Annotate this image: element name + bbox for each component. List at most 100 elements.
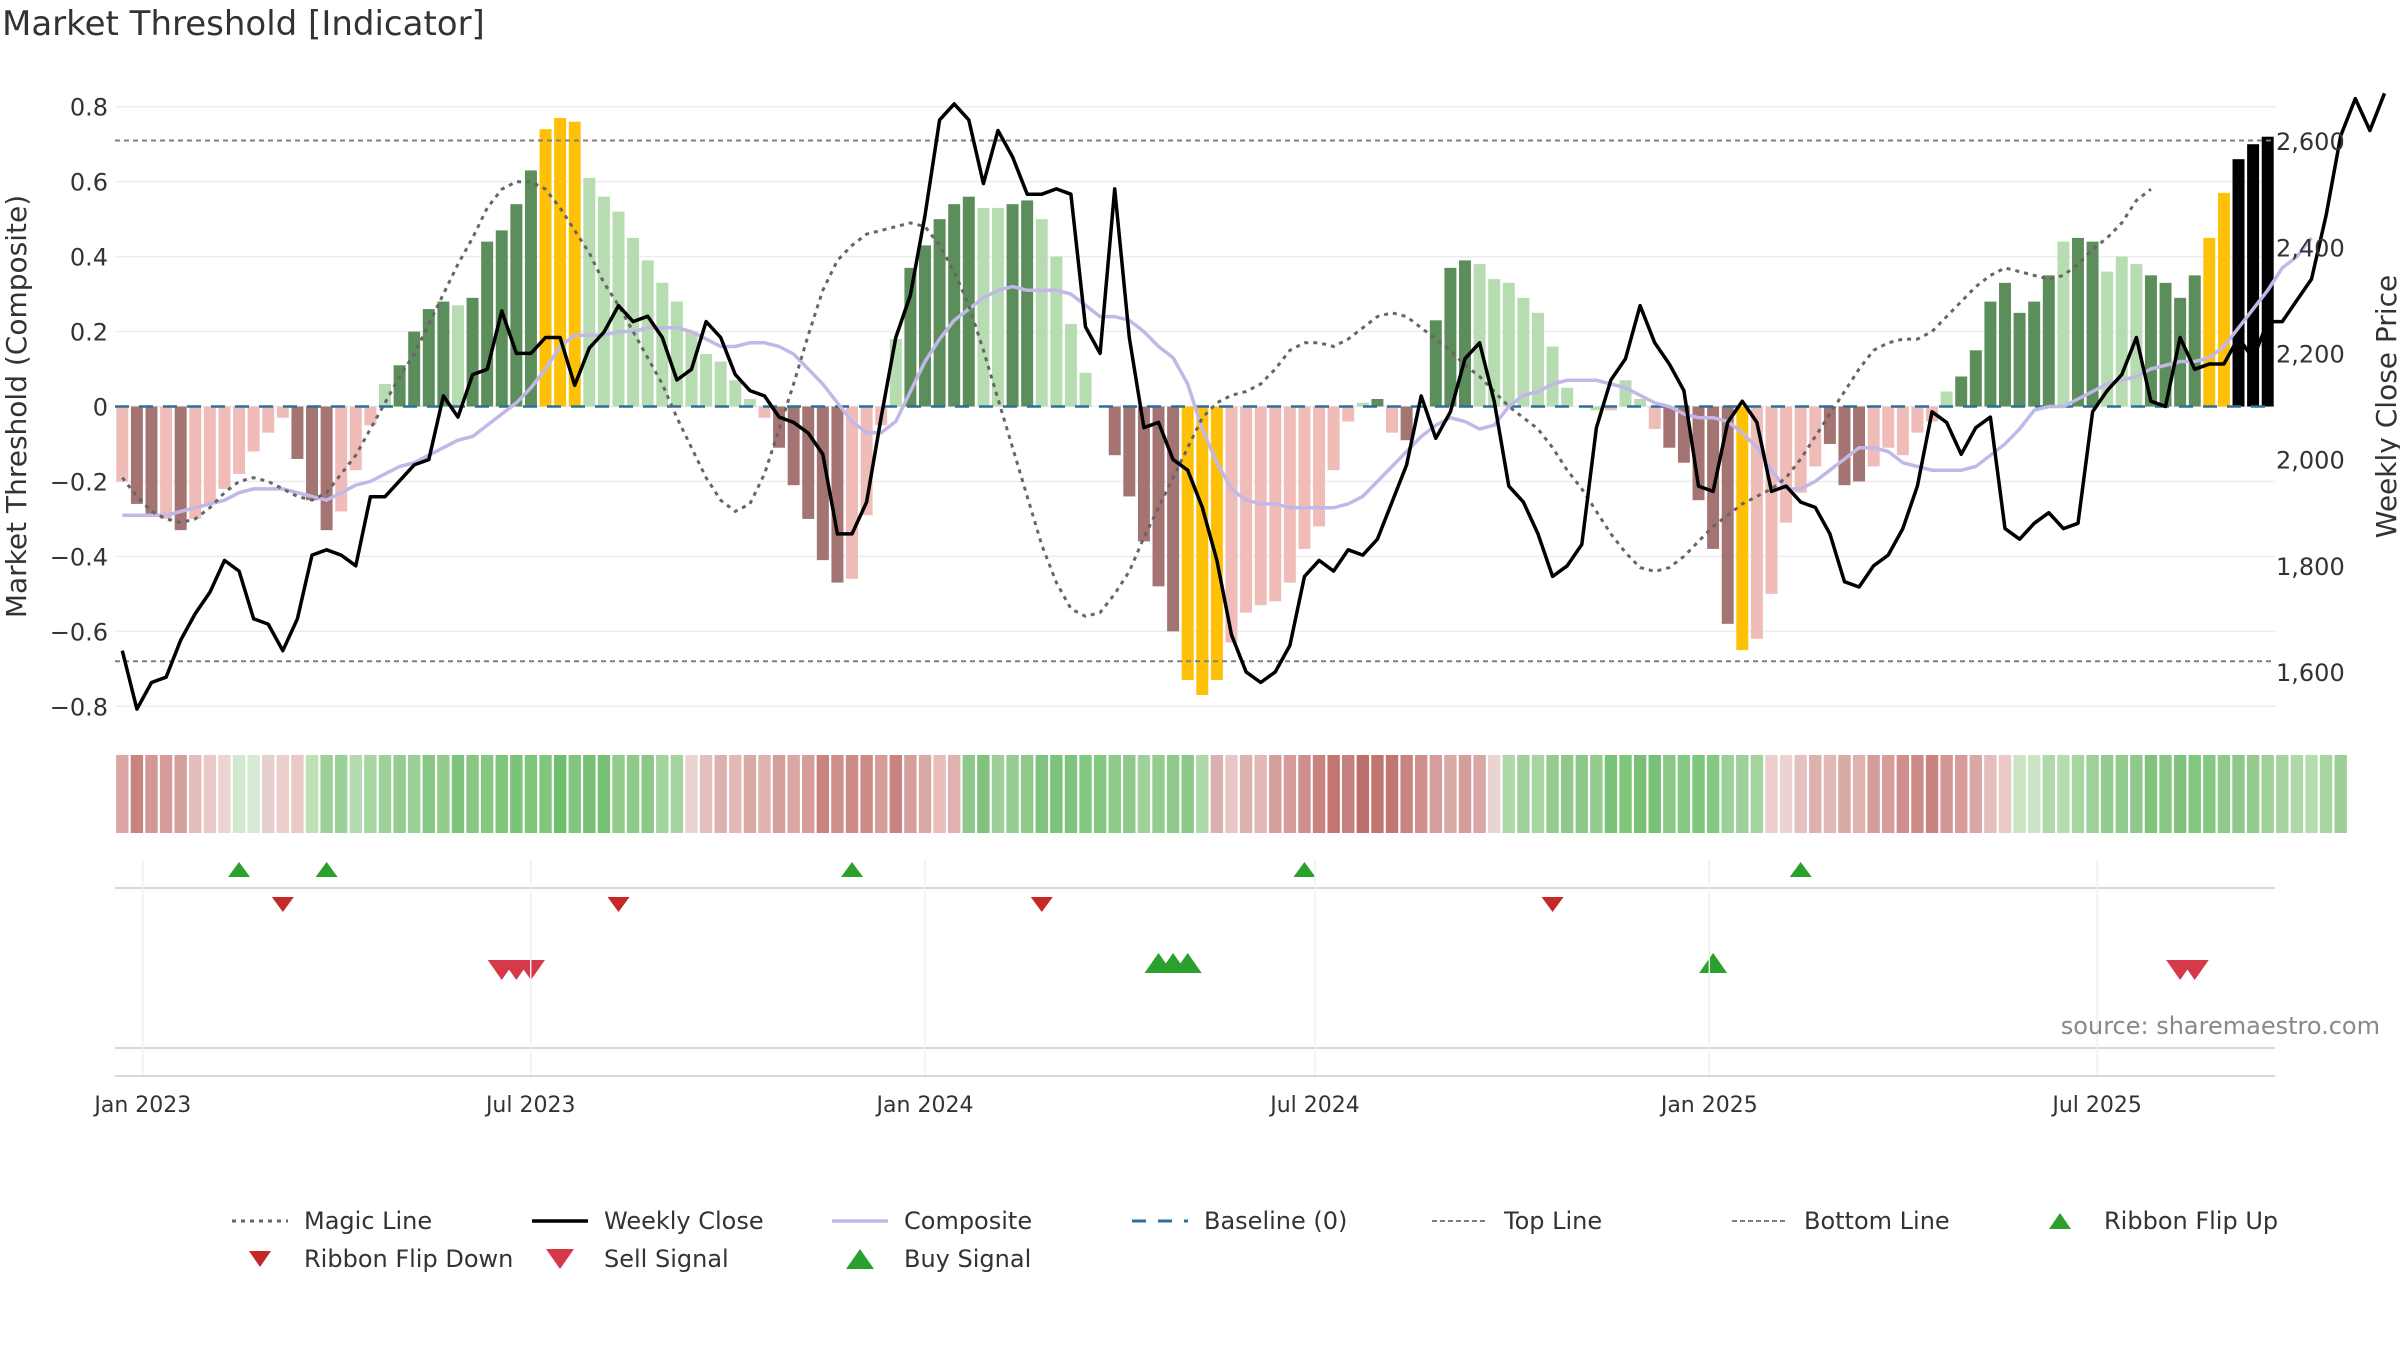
ribbon-segment <box>1663 755 1676 833</box>
x-tick-label: Jul 2023 <box>484 1093 576 1118</box>
composite-bar <box>145 406 158 516</box>
ribbon-segment <box>2290 755 2304 833</box>
ribbon-segment <box>2086 755 2099 833</box>
x-tick-label: Jan 2025 <box>1659 1093 1758 1118</box>
composite-bar <box>554 117 567 407</box>
composite-bar <box>758 406 771 418</box>
ribbon-segment <box>904 755 917 833</box>
composite-bar <box>524 170 537 407</box>
composite-bar <box>2086 241 2099 407</box>
market-threshold-chart: 0.8 0.6 0.4 0.2 0 −0.2 −0.4 −0.6 −0.8 2,600 2,400 2… <box>0 92 2400 1118</box>
ribbon-segment <box>962 755 975 833</box>
legend-label: Ribbon Flip Down <box>304 1245 514 1273</box>
composite-bar <box>1838 406 1851 486</box>
ribbon-segment <box>860 755 873 833</box>
composite-bar <box>2159 282 2172 407</box>
ribbon-segment <box>159 755 173 833</box>
composite-bar <box>408 331 421 407</box>
triangle-up-icon <box>846 1249 874 1269</box>
composite-bar <box>919 245 931 407</box>
ribbon-segment <box>1298 755 1311 833</box>
y-tick-label-left: 0.2 <box>70 319 108 347</box>
ribbon-segment <box>1604 755 1618 833</box>
legend-magic-line: Magic Line <box>230 1207 530 1235</box>
composite-bar <box>656 282 669 407</box>
composite-bar <box>1707 406 1720 549</box>
y-tick-label-right: 2,600 <box>2276 128 2345 156</box>
ribbon-flip-up-marker <box>841 862 864 877</box>
ribbon-flip-up-marker <box>315 862 338 877</box>
composite-bar <box>1488 279 1501 407</box>
composite-bar <box>1181 406 1194 681</box>
composite-bar <box>1386 406 1399 433</box>
ribbon-segment <box>1925 755 1939 833</box>
composite-bar <box>1254 406 1267 606</box>
ribbon-segment <box>1064 755 1078 833</box>
ribbon-segment <box>539 755 552 833</box>
y-tick-label-left: −0.6 <box>50 618 108 646</box>
y-tick-label-left: −0.2 <box>50 468 108 496</box>
ribbon-segment <box>116 755 129 833</box>
triangle-down-icon <box>249 1251 271 1267</box>
legend-label: Ribbon Flip Up <box>2104 1207 2279 1235</box>
ribbon-segment <box>816 755 830 833</box>
composite-bar <box>1021 200 1034 407</box>
composite-bar <box>2057 241 2070 407</box>
ribbon-segment <box>612 755 625 833</box>
composite-bar <box>1823 406 1836 444</box>
composite-bar <box>1240 406 1253 613</box>
ribbon-segment <box>1108 755 1121 833</box>
ribbon-segment <box>670 755 684 833</box>
ribbon-segment <box>1415 755 1428 833</box>
ribbon-segment <box>437 755 450 833</box>
composite-bar <box>2071 237 2084 407</box>
composite-bar <box>1459 260 1471 407</box>
ribbon-segment <box>2071 755 2085 833</box>
y-axis-label-left: Market Threshold (Composite) <box>0 195 33 618</box>
ribbon-segment <box>1750 755 1764 833</box>
ribbon-segment <box>1181 755 1194 833</box>
composite-bar <box>276 406 289 418</box>
composite-bar <box>451 305 464 407</box>
composite-bar <box>203 406 216 504</box>
ribbon-segment <box>1152 755 1165 833</box>
composite-bar <box>2188 275 2201 407</box>
composite-bar <box>1342 406 1355 422</box>
composite-bar <box>2130 264 2143 407</box>
composite-bar <box>1137 406 1150 542</box>
legend-label: Top Line <box>1504 1207 1603 1235</box>
ribbon-segment <box>729 755 742 833</box>
composite-swatch <box>832 1219 888 1223</box>
ribbon-segment <box>1327 755 1340 833</box>
ribbon-segment <box>232 755 246 833</box>
composite-bar <box>1561 387 1574 407</box>
y-axis-label-right: Weekly Close Price <box>2370 275 2400 538</box>
ribbon-segment <box>495 755 508 833</box>
ribbon-flip-up-marker <box>1293 862 1316 877</box>
ribbon-segment <box>364 755 377 833</box>
x-axis: Jan 2023 Jul 2023 Jan 2024 Jul 2024 Jan 2025… <box>92 860 2275 1118</box>
ribbon-segment <box>2115 755 2128 833</box>
composite-bar <box>948 204 961 407</box>
ribbon-segment <box>174 755 187 833</box>
composite-bar <box>2232 159 2245 407</box>
ribbon-segment <box>218 755 231 833</box>
composite-bar <box>1006 204 1019 407</box>
ribbon-segment <box>1867 755 1880 833</box>
ribbon-flip-down-marker <box>1030 897 1053 912</box>
composite-bar <box>1079 372 1092 407</box>
composite-bar <box>597 196 610 407</box>
composite-bar <box>1517 297 1530 407</box>
ribbon-segment <box>685 755 698 833</box>
ribbon-segment <box>1458 755 1472 833</box>
ribbon-segment <box>1706 755 1720 833</box>
composite-bar <box>933 219 946 407</box>
ribbon-segment <box>1517 755 1530 833</box>
ribbon-segment <box>743 755 757 833</box>
ribbon-segment <box>1648 755 1661 833</box>
composite-bar <box>1896 406 1909 456</box>
ribbon-segment <box>203 755 217 833</box>
composite-bar <box>2247 144 2260 407</box>
top-line-swatch <box>1432 1220 1488 1222</box>
legend-label: Composite <box>904 1207 1033 1235</box>
